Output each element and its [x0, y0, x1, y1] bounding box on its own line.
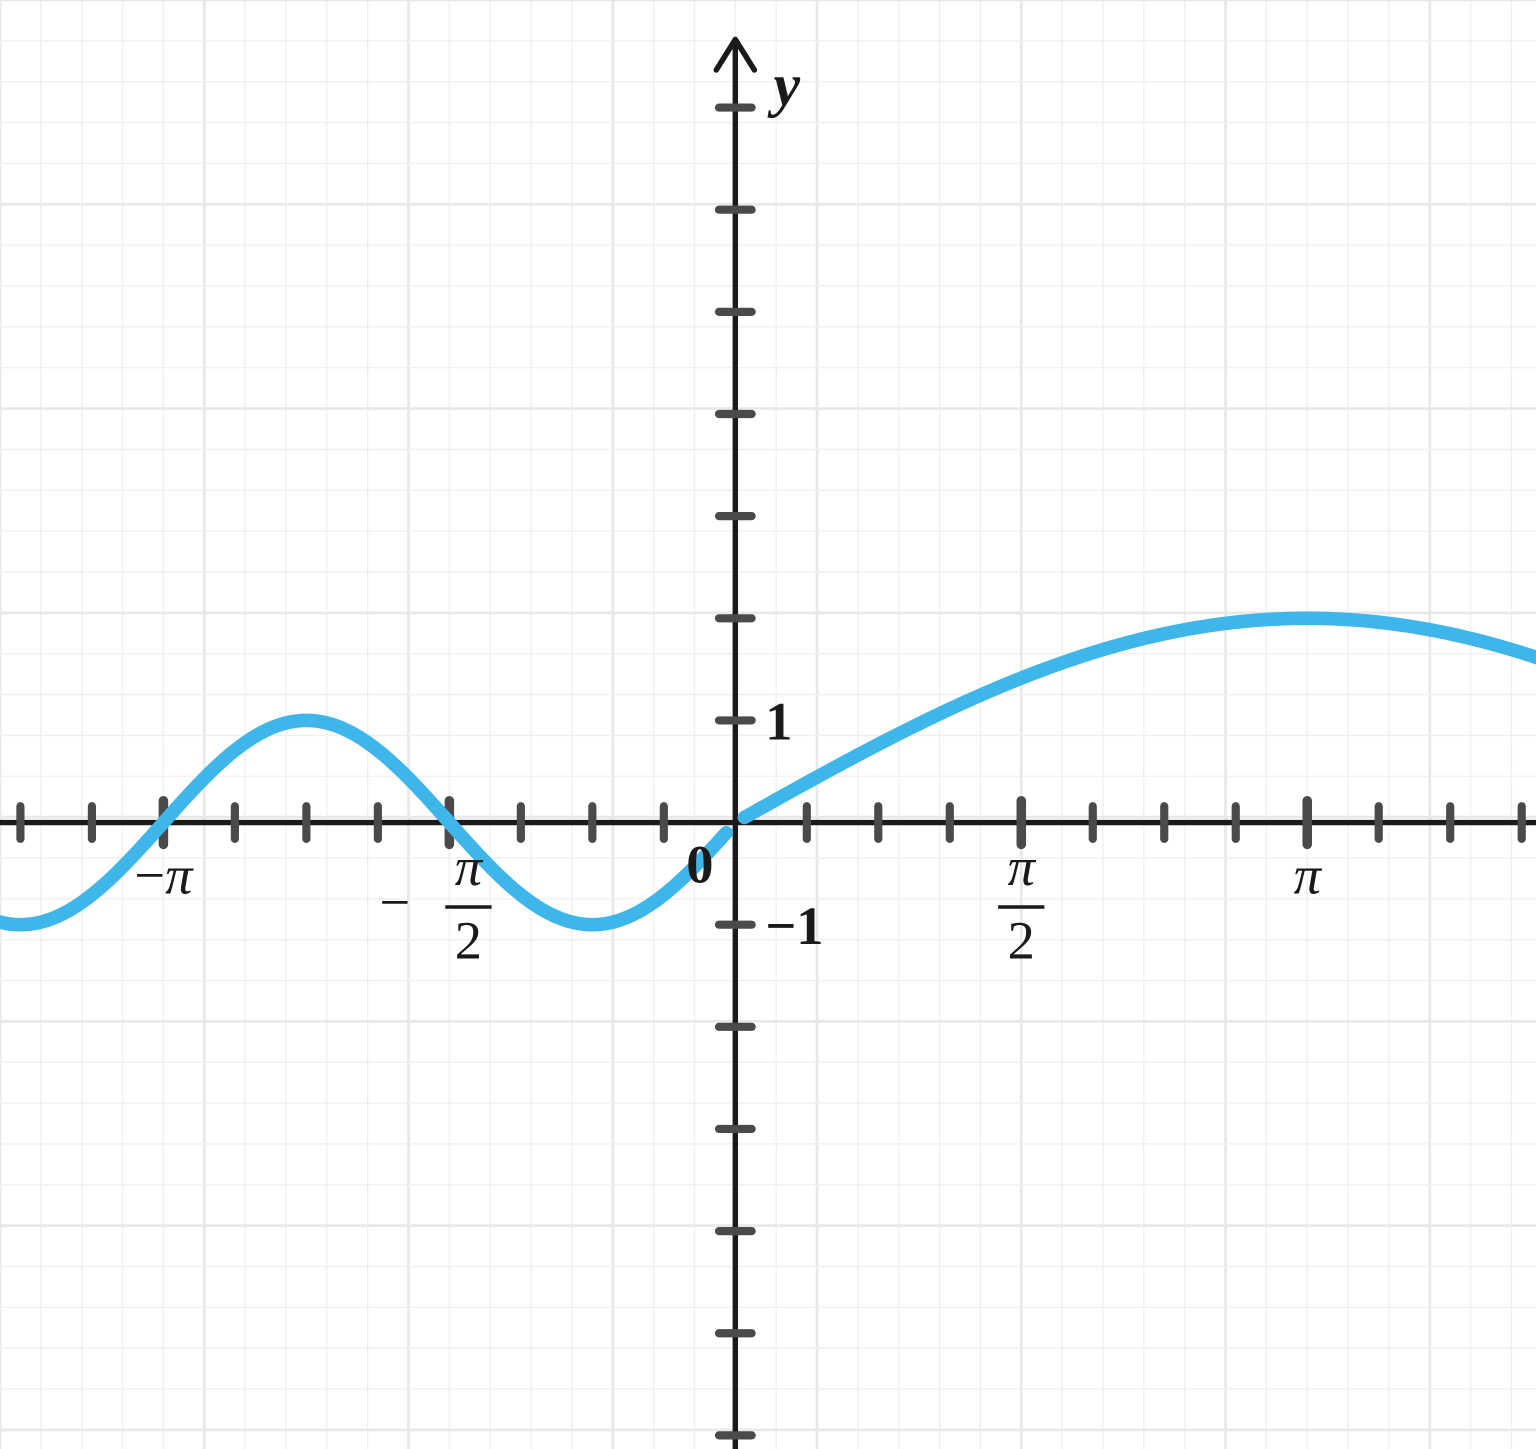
x-tick-den: 2 [1008, 910, 1035, 971]
x-tick-num: π [1008, 836, 1037, 897]
y-axis-label: y [767, 52, 800, 118]
x-tick-neg: − [380, 872, 411, 933]
x-tick-den: 2 [455, 910, 482, 971]
origin-label: 0 [686, 833, 713, 894]
x-tick-num: π [455, 836, 484, 897]
ticks [0, 108, 1536, 1449]
chart-container: yx01−1−2π−3π2−π−π2π2π3π22π [0, 0, 1536, 1449]
y-tick-label: −1 [765, 895, 823, 956]
x-tick-label: −π [134, 844, 194, 905]
x-tick-label: π [1294, 844, 1323, 905]
y-tick-label: 1 [765, 690, 792, 751]
trig-chart: yx01−1−2π−3π2−π−π2π2π3π22π [0, 0, 1536, 1449]
